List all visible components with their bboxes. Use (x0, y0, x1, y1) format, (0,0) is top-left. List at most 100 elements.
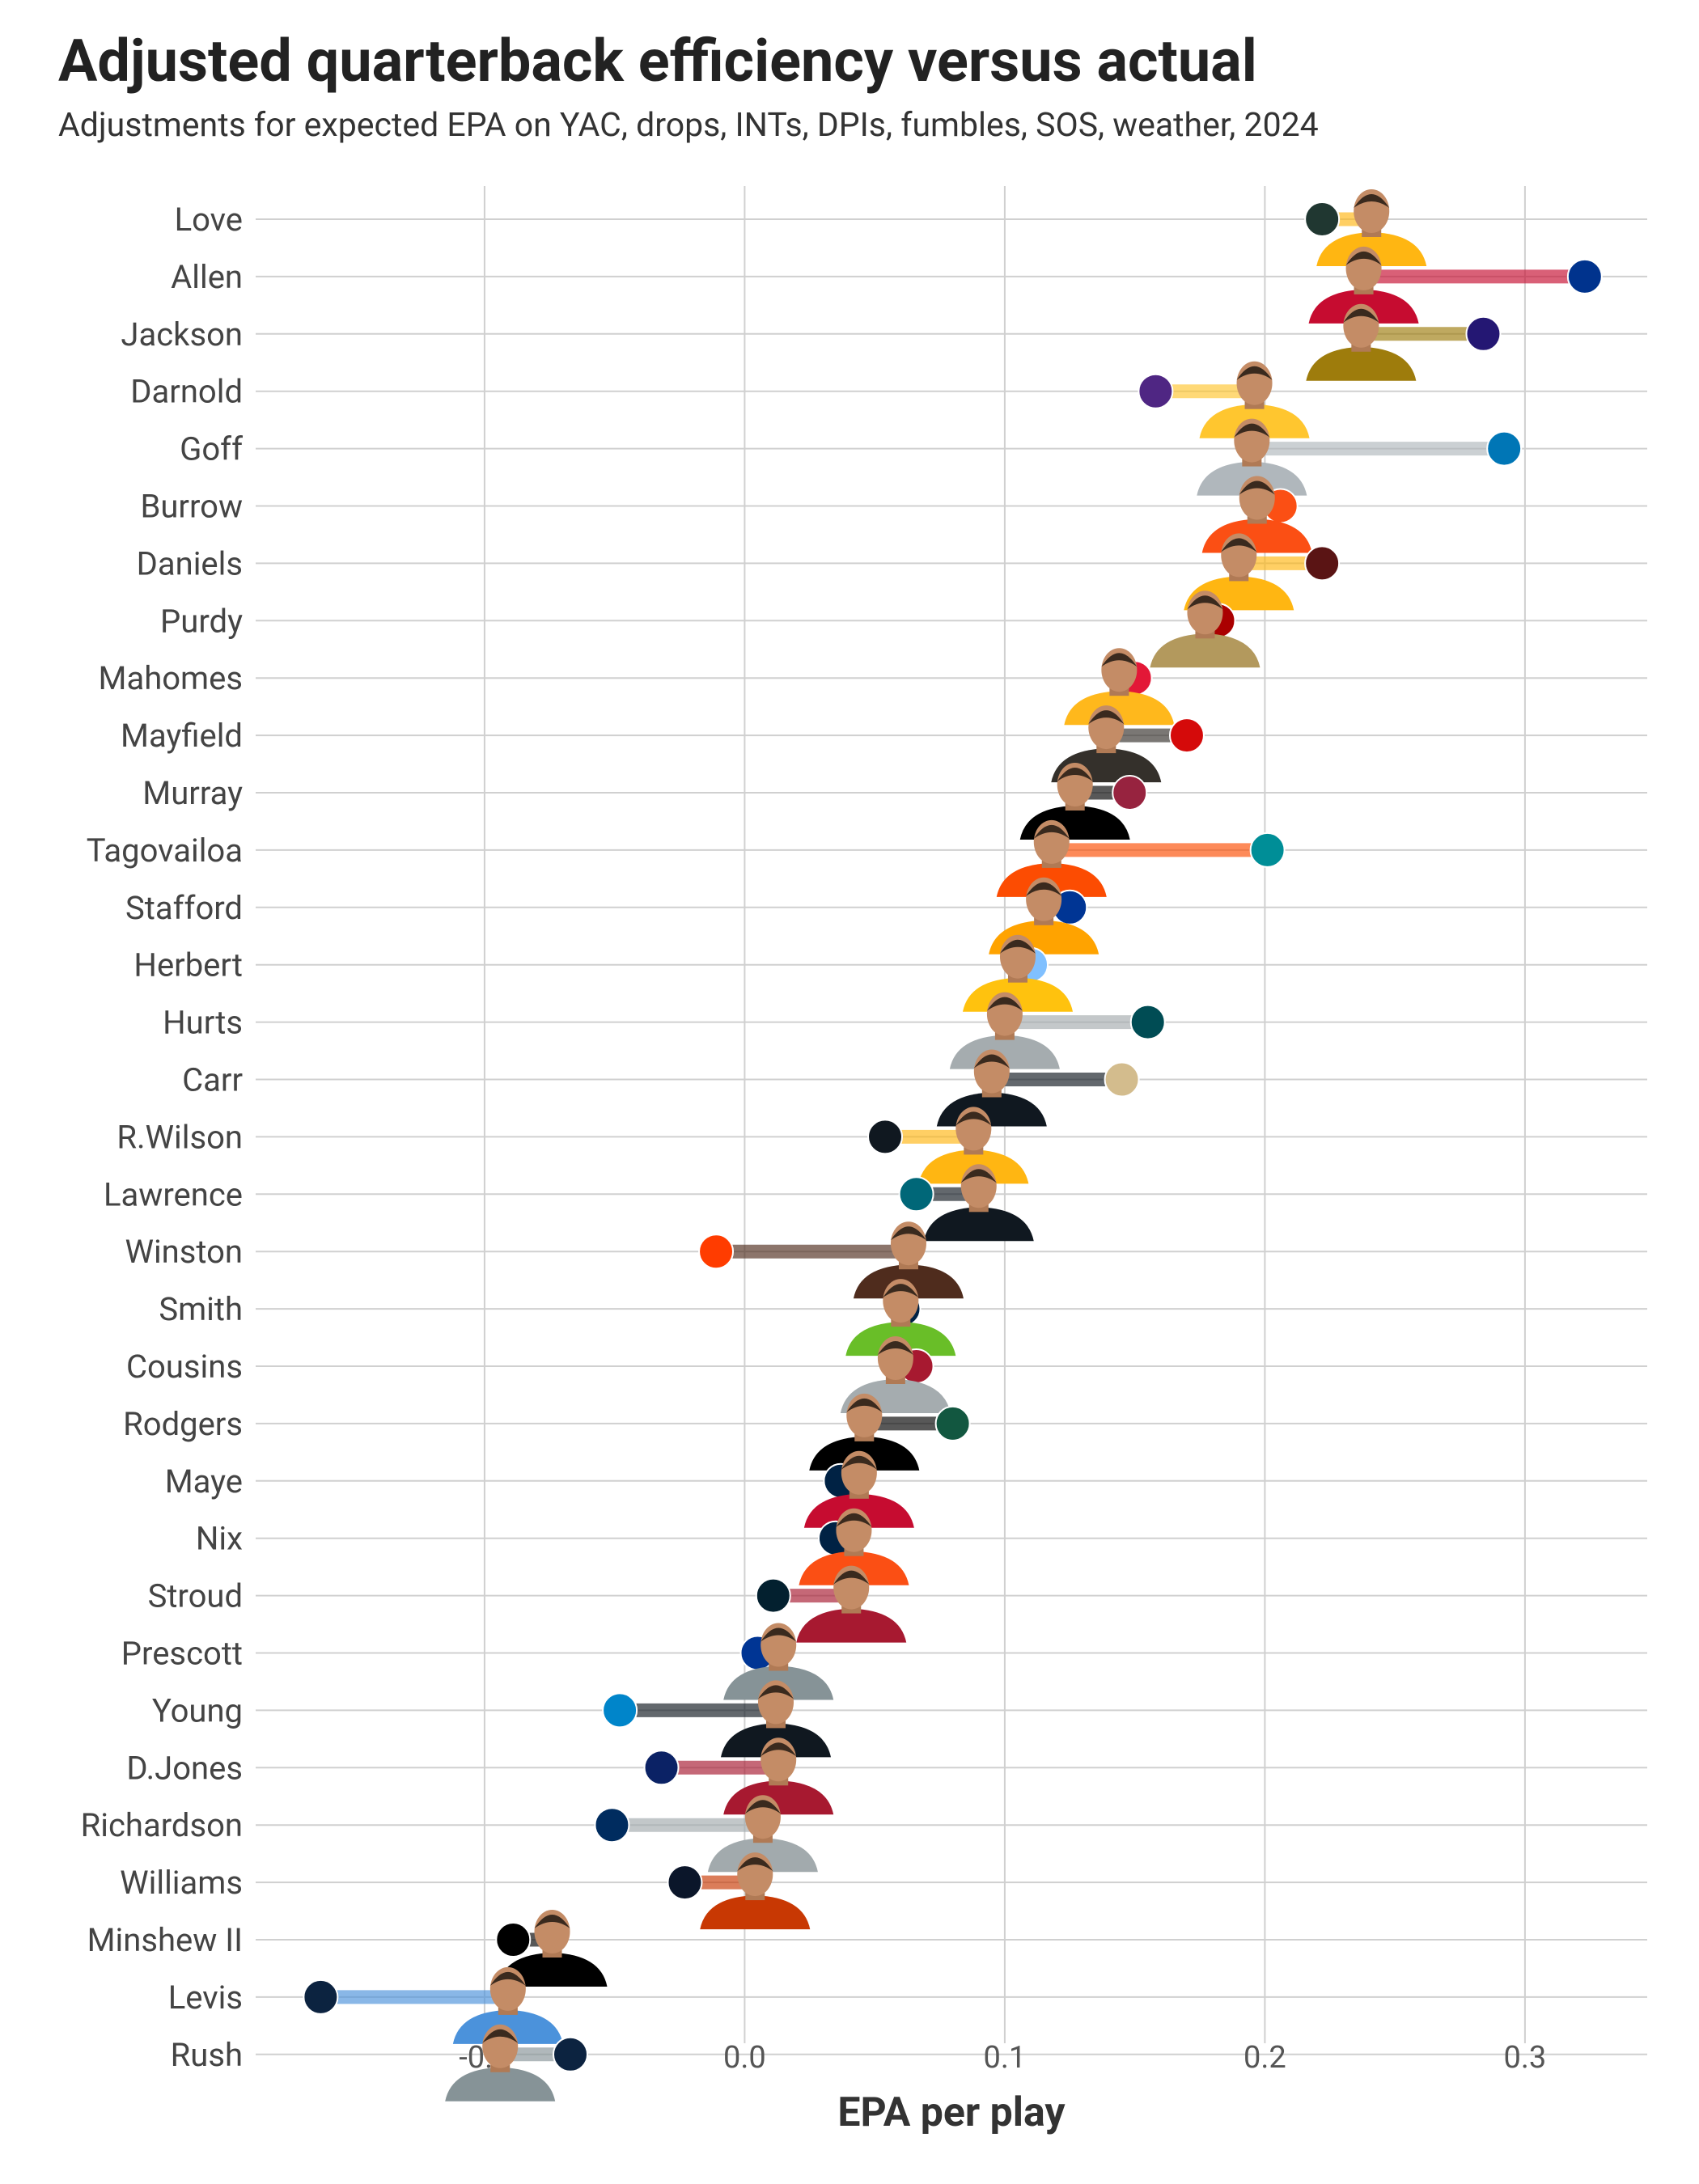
headshot-hair (1345, 251, 1382, 265)
headshot-hair (1033, 824, 1070, 839)
dot (1168, 717, 1205, 754)
headshot-hair (877, 1341, 913, 1355)
headshot-hair (1187, 595, 1223, 610)
headshot (497, 1910, 608, 1987)
dot (1304, 201, 1341, 237)
y-tick-label: Cousins (126, 1348, 243, 1386)
y-tick-label: Carr (182, 1061, 243, 1099)
headshot-shoulders (1306, 346, 1417, 381)
headshot-hair (1234, 423, 1270, 438)
dot (303, 1979, 339, 2015)
dot (602, 1692, 638, 1729)
dot (1138, 373, 1174, 409)
headshot-hair (1026, 882, 1062, 896)
headshot-hair (489, 1971, 526, 1986)
y-tick-label: Stafford (125, 889, 243, 927)
y-tick-label: Daniels (137, 544, 243, 582)
headshot-hair (960, 1169, 997, 1183)
dot (698, 1234, 735, 1270)
headshot-hair (534, 1915, 570, 1928)
y-tick-label: Stroud (148, 1577, 243, 1615)
y-tick-label: Tagovailoa (87, 832, 243, 870)
y-tick-label: Goff (180, 430, 243, 468)
headshot-hair (757, 1685, 794, 1699)
y-tick-label: Burrow (140, 488, 243, 526)
headshot (1306, 303, 1417, 381)
headshot-shoulders (445, 2067, 556, 2101)
headshot-hair (883, 1284, 919, 1298)
headshot-hair (836, 1513, 872, 1527)
headshot-hair (737, 1857, 773, 1872)
y-tick-label: Levis (168, 1979, 243, 2017)
headshot-hair (973, 1054, 1010, 1069)
headshot-hair (986, 997, 1023, 1011)
dot (495, 1922, 532, 1958)
headshot-hair (1088, 710, 1125, 725)
headshot-hair (1101, 653, 1138, 667)
headshot-hair (761, 1742, 797, 1757)
headshot (700, 1852, 811, 1930)
dot (594, 1807, 630, 1843)
dot (898, 1176, 934, 1213)
y-tick-label: Williams (120, 1864, 243, 1902)
dot (643, 1750, 680, 1786)
x-tick-label: 0.1 (984, 2040, 1027, 2076)
headshot-shoulders (796, 1608, 907, 1643)
headshot-hair (1343, 308, 1379, 323)
dot (1486, 430, 1523, 467)
headshot-hair (744, 1800, 781, 1814)
y-tick-label: Purdy (160, 602, 243, 640)
y-tick-label: Allen (171, 258, 243, 296)
headshot-hair (999, 939, 1036, 954)
dot (1304, 545, 1341, 582)
headshot-hair (482, 2029, 519, 2043)
x-tick-label: 0.2 (1244, 2040, 1286, 2076)
y-tick-label: Darnold (130, 373, 243, 411)
headshot-hair (890, 1226, 926, 1241)
headshot (1064, 648, 1175, 726)
dot (1566, 258, 1603, 294)
x-axis-title: EPA per play (837, 2089, 1066, 2136)
y-tick-label: Rush (171, 2036, 243, 2074)
y-tick-label: Smith (159, 1290, 243, 1328)
y-tick-label: Prescott (121, 1635, 243, 1673)
x-tick-label: 0.3 (1504, 2040, 1547, 2076)
y-tick-label: Lawrence (104, 1175, 243, 1213)
y-tick-label: Richardson (81, 1806, 243, 1844)
dot (1104, 1061, 1140, 1098)
dot (1129, 1004, 1166, 1040)
y-tick-label: Rodgers (123, 1405, 243, 1443)
dot (934, 1405, 971, 1441)
dot (1465, 315, 1502, 352)
headshot-hair (1221, 538, 1257, 552)
headshot (445, 2024, 556, 2101)
y-tick-label: R.Wilson (117, 1118, 243, 1156)
chart-subtitle: Adjustments for expected EPA on YAC, dro… (58, 106, 1319, 145)
headshot-shoulders (497, 1953, 608, 1987)
headshot-hair (761, 1627, 797, 1642)
y-tick-label: Young (152, 1691, 243, 1729)
dot (755, 1577, 791, 1614)
headshot-hair (1354, 194, 1390, 208)
y-tick-label: Minshew II (87, 1921, 243, 1959)
dot (1112, 775, 1148, 811)
y-tick-label: Maye (165, 1462, 243, 1500)
headshot-hair (955, 1111, 992, 1126)
headshot (923, 1164, 1034, 1242)
chart-title: Adjusted quarterback efficiency versus a… (58, 27, 1257, 95)
headshot (1150, 590, 1260, 668)
dot (667, 1864, 703, 1901)
y-tick-label: Nix (196, 1520, 243, 1558)
dot (1249, 832, 1286, 868)
dot (553, 2036, 589, 2072)
headshot-hair (1239, 480, 1275, 495)
headshot (949, 992, 1060, 1069)
headshot (936, 1049, 1047, 1127)
headshot-shoulders (1150, 633, 1260, 668)
y-tick-label: Hurts (163, 1004, 243, 1042)
headshot (796, 1565, 907, 1643)
headshot-hair (833, 1570, 870, 1585)
y-tick-label: Love (175, 201, 243, 239)
